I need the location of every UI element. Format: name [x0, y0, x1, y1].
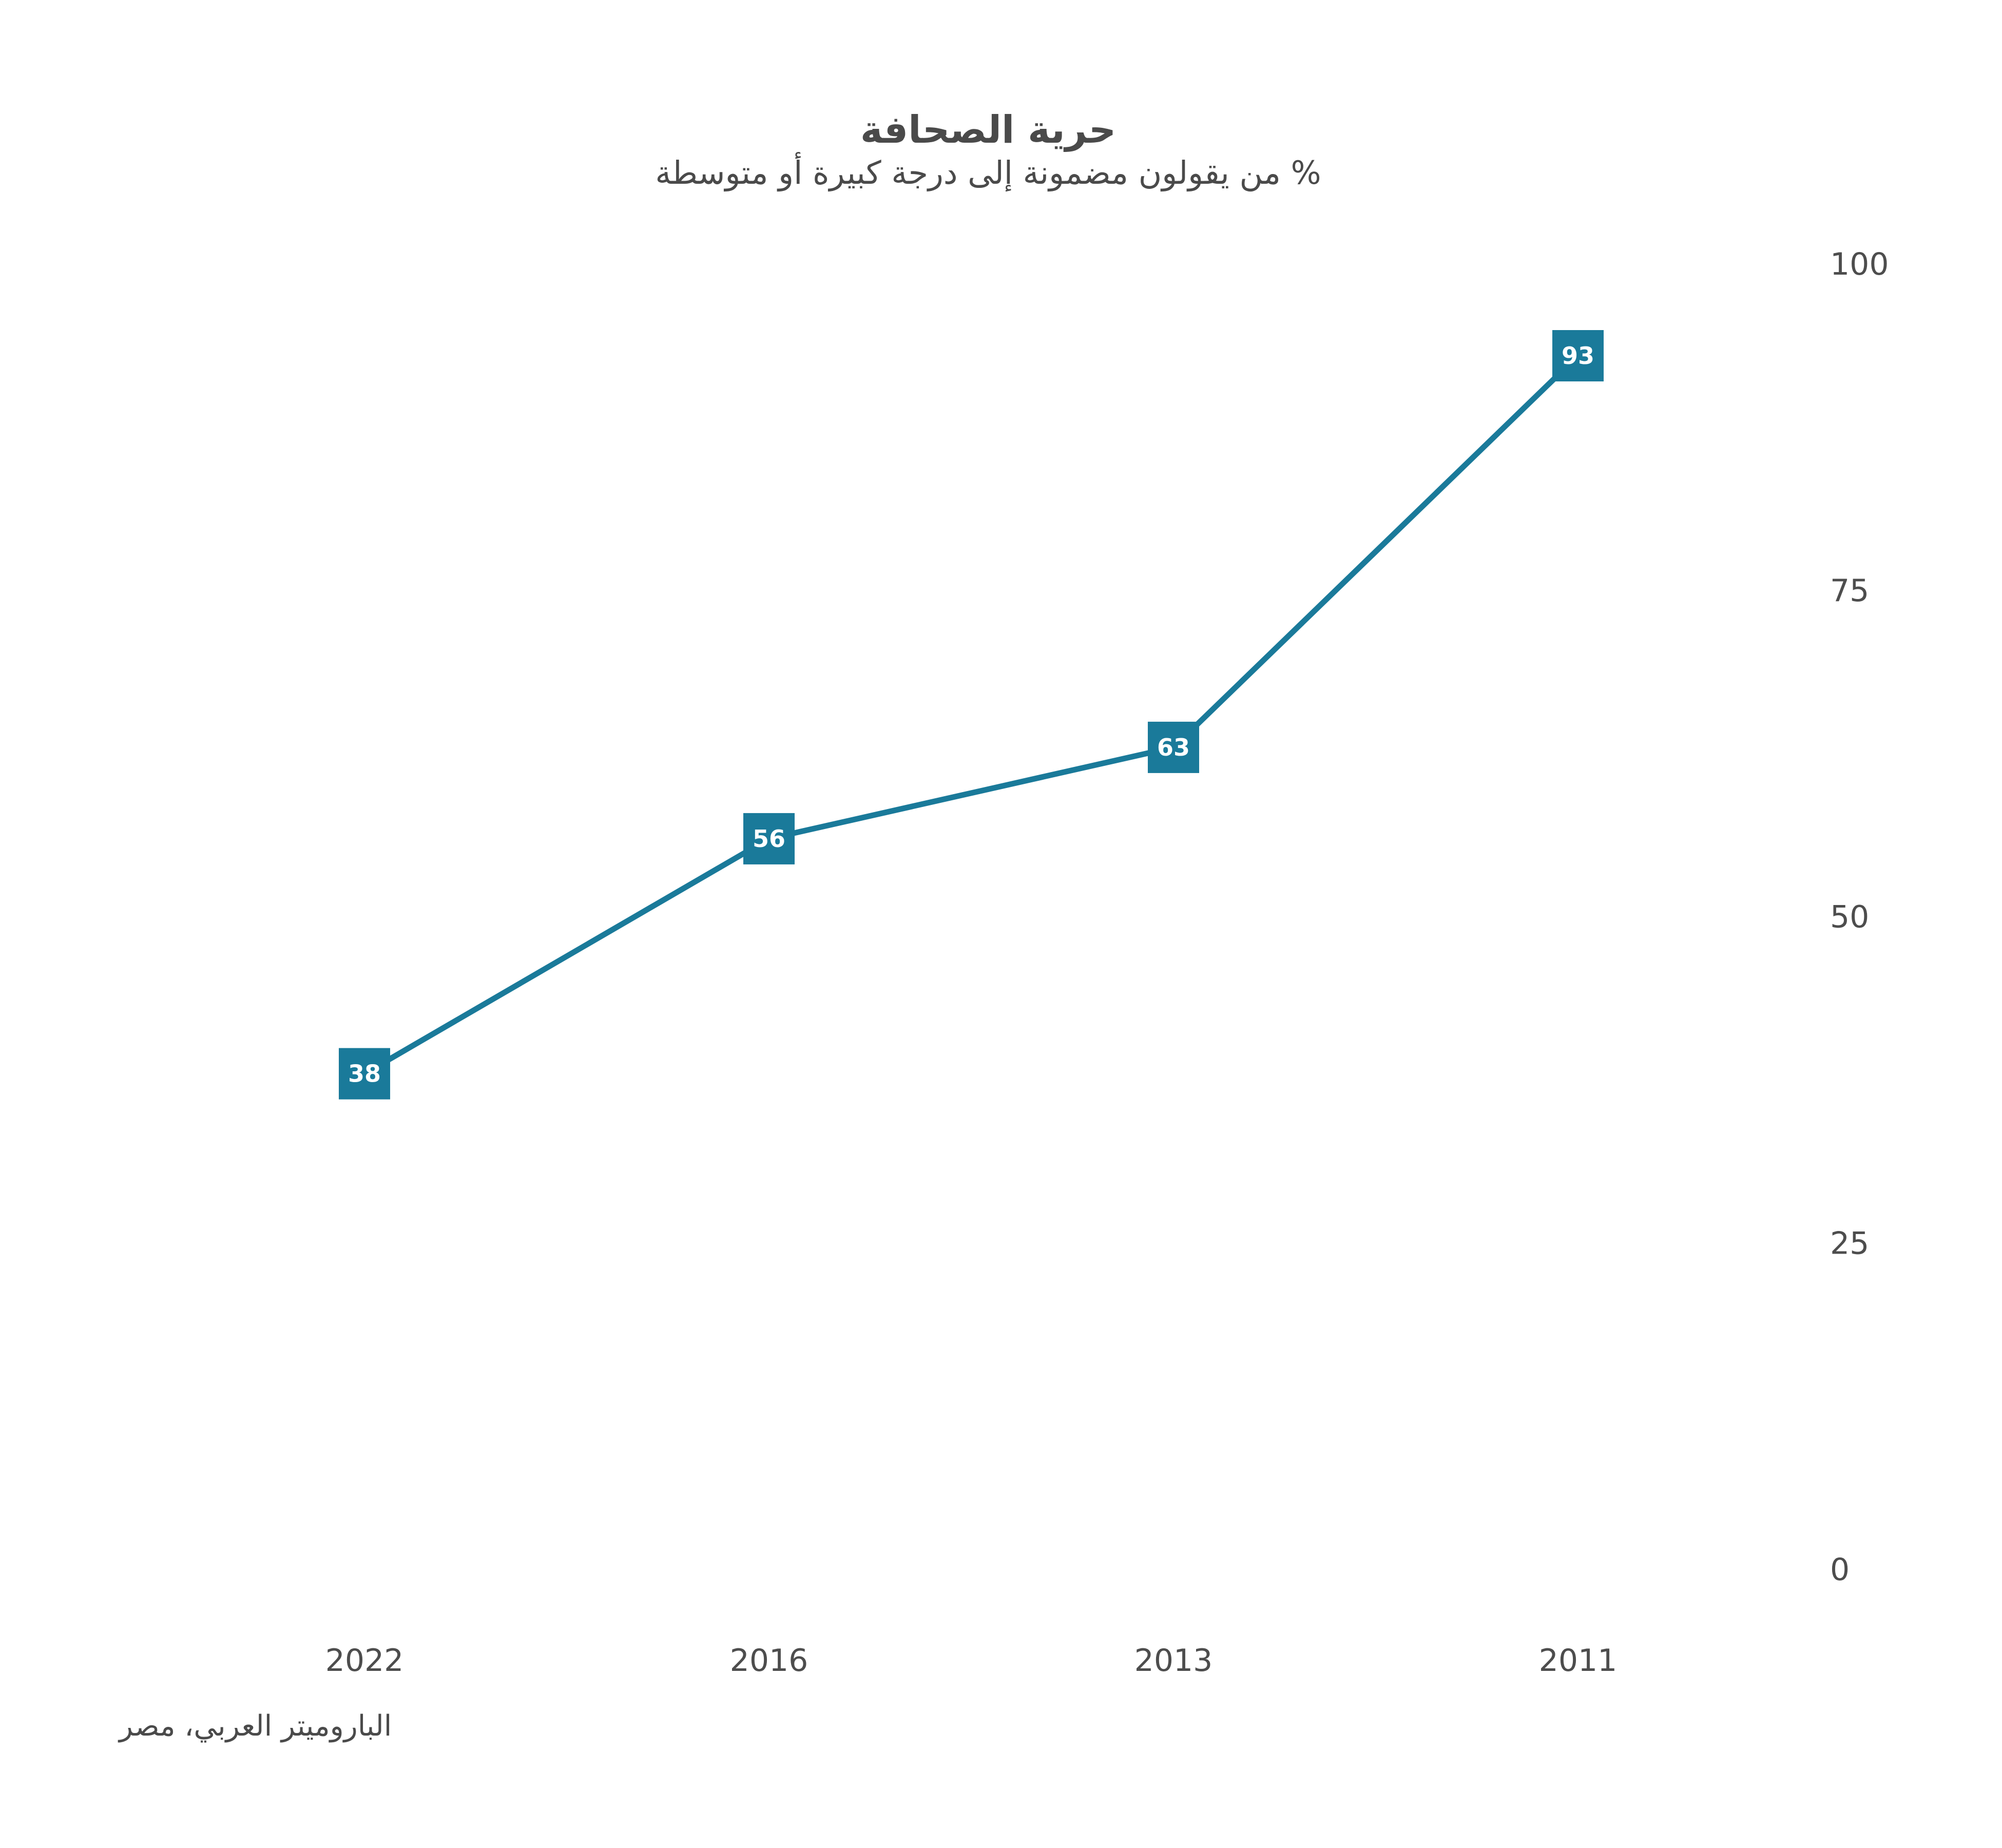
- series-lines: [363, 354, 1580, 1076]
- y-tick-label: 25: [1830, 1225, 1869, 1261]
- y-tick-label: 100: [1830, 246, 1889, 282]
- chart-subtitle: % من يقولون مضمونة إلى درجة كبيرة أو متو…: [655, 154, 1321, 191]
- data-point-label: 93: [1562, 342, 1594, 370]
- data-point-marker: [1148, 721, 1199, 773]
- y-tick-label: 0: [1830, 1552, 1850, 1588]
- data-point-marker: [339, 1048, 390, 1100]
- series-markers: 38 56 63 93: [339, 330, 1604, 1100]
- y-tick-label: 75: [1830, 573, 1869, 609]
- chart-source: الباروميتر العربي، مصر: [119, 1709, 392, 1743]
- x-tick-label: 2022: [325, 1643, 404, 1679]
- chart-title: حرية الصحافة: [860, 108, 1116, 152]
- data-point-marker: [1552, 330, 1604, 382]
- data-point-label: 63: [1157, 734, 1190, 761]
- x-tick-label: 2016: [730, 1643, 808, 1679]
- y-tick-label: 50: [1830, 899, 1869, 935]
- series-line: [363, 354, 1580, 1076]
- x-axis: 2022 2016 2013 2011: [325, 1643, 1618, 1679]
- x-tick-label: 2011: [1539, 1643, 1618, 1679]
- y-axis: 0 25 50 75 100: [1830, 246, 1889, 1588]
- x-tick-label: 2013: [1134, 1643, 1213, 1679]
- data-point-label: 56: [753, 825, 785, 853]
- data-point-marker: [743, 813, 795, 864]
- data-point-label: 38: [348, 1060, 381, 1088]
